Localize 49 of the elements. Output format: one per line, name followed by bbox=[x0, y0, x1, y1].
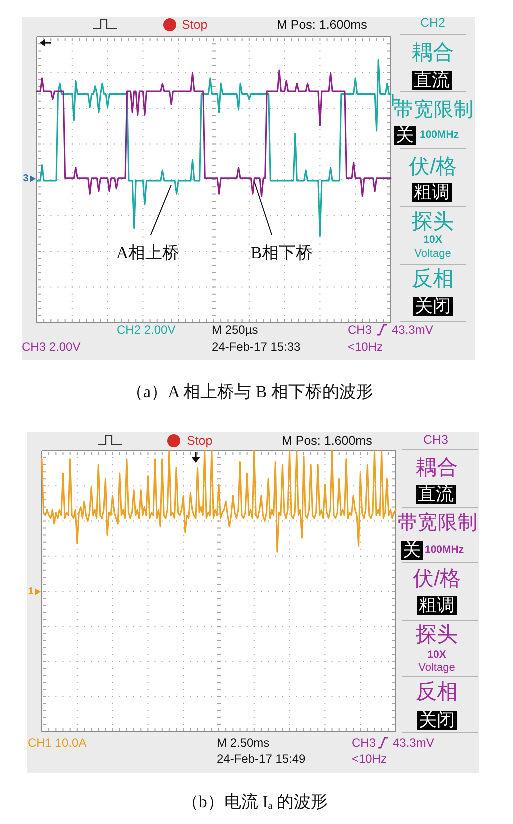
text: 伏/格 bbox=[409, 156, 457, 178]
text: 耦合 bbox=[412, 42, 454, 64]
text: CH2 2.00V bbox=[117, 323, 176, 337]
text: CH3 bbox=[423, 433, 449, 447]
text: Stop bbox=[182, 18, 208, 32]
text: 关闭 bbox=[415, 296, 451, 316]
text: 10X bbox=[424, 234, 442, 246]
text: 43.3mV bbox=[392, 323, 434, 337]
text: <10Hz bbox=[348, 340, 384, 354]
text: 100MHz bbox=[420, 129, 460, 141]
text: Voltage bbox=[414, 248, 452, 260]
text: 24-Feb-17 15:49 bbox=[217, 752, 306, 766]
text: 探头 bbox=[412, 210, 454, 234]
text: 带宽限制 bbox=[394, 99, 474, 121]
text: 伏/格 bbox=[413, 568, 461, 590]
text: <10Hz bbox=[352, 752, 388, 766]
text: M 250µs bbox=[212, 323, 258, 337]
text: 24-Feb-17 15:33 bbox=[212, 340, 302, 354]
text: 粗调 bbox=[419, 595, 455, 615]
text: 探头 bbox=[416, 624, 458, 646]
text: Voltage bbox=[418, 662, 456, 674]
text: 粗调 bbox=[414, 182, 450, 202]
text: 直流 bbox=[414, 70, 450, 90]
text: CH2 bbox=[420, 16, 446, 30]
text: （a）A 相上桥与 B 相下桥的波形 bbox=[126, 382, 374, 402]
text: 直流 bbox=[418, 484, 454, 504]
text: CH3 bbox=[352, 736, 376, 750]
text: 关 bbox=[396, 125, 414, 145]
text: 1 bbox=[28, 586, 34, 598]
text: 43.3mV bbox=[393, 736, 434, 750]
text: 耦合 bbox=[416, 456, 458, 480]
text: Stop bbox=[187, 434, 213, 448]
text: 反相 bbox=[416, 680, 458, 704]
text: CH3 2.00V bbox=[22, 340, 81, 354]
text: 关 bbox=[403, 540, 421, 560]
text: 反相 bbox=[412, 268, 454, 290]
text: CH1 10.0A bbox=[28, 736, 87, 750]
text: M 2.50ms bbox=[217, 736, 270, 750]
text: M Pos: 1.600ms bbox=[282, 434, 372, 448]
text: CH3 bbox=[348, 323, 372, 337]
text: B相下桥 bbox=[250, 244, 314, 262]
series-label: A相上桥 bbox=[116, 244, 180, 262]
text: 3 bbox=[23, 174, 30, 184]
text: M Pos: 1.600ms bbox=[277, 18, 368, 32]
text: （b）电流 Iₐ 的波形 bbox=[182, 792, 328, 812]
text: 关闭 bbox=[419, 710, 455, 730]
text: 100MHz bbox=[425, 544, 464, 556]
text: 带宽限制 bbox=[398, 512, 478, 534]
text: 10X bbox=[428, 649, 446, 661]
